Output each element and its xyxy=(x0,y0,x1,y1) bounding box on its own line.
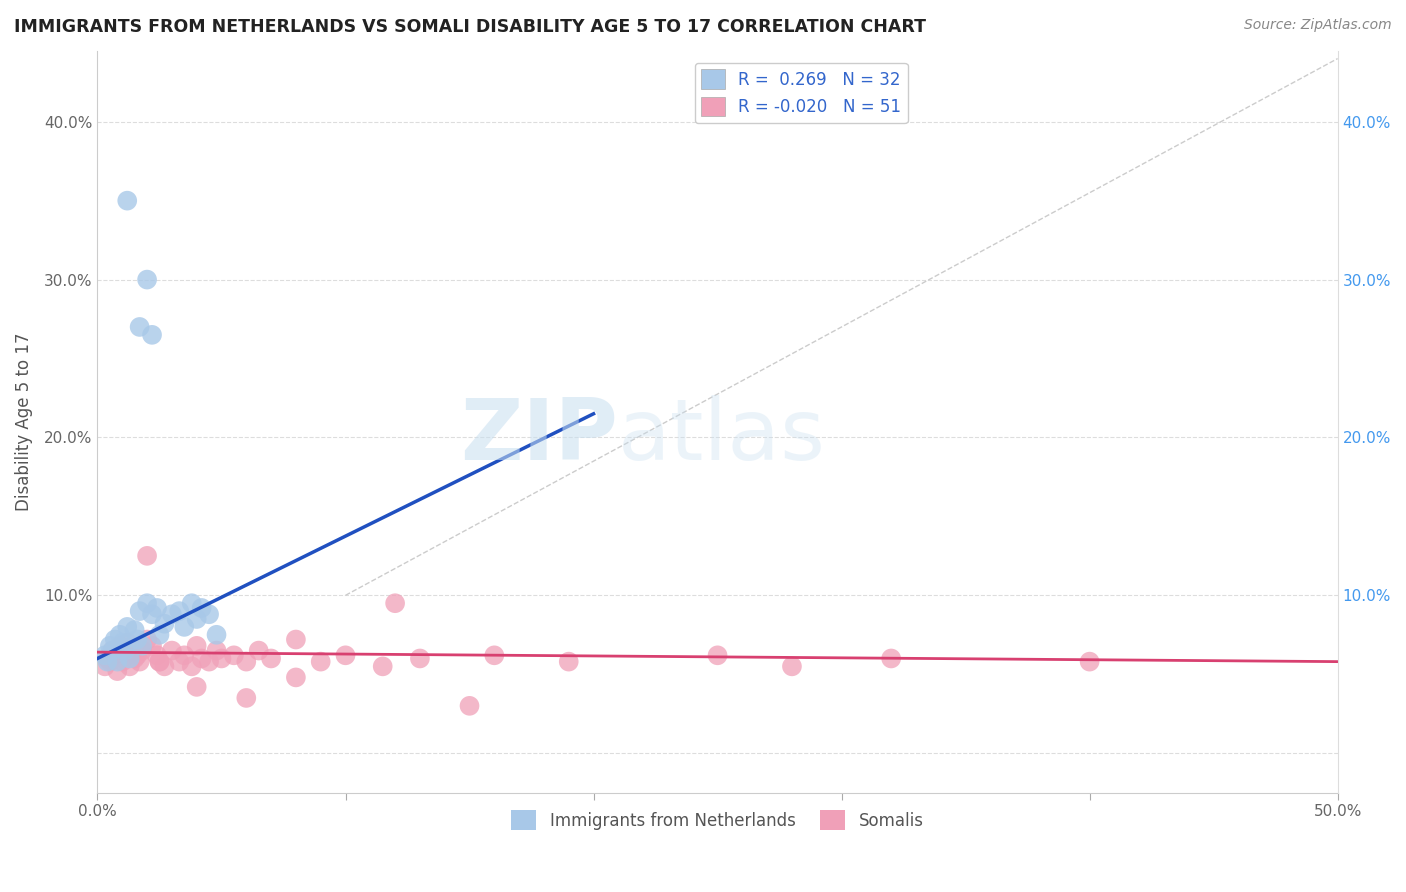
Point xyxy=(104,648,127,663)
Point xyxy=(124,623,146,637)
Point xyxy=(94,659,117,673)
Point xyxy=(706,648,728,663)
Point xyxy=(98,655,121,669)
Point xyxy=(173,648,195,663)
Point xyxy=(1078,655,1101,669)
Point xyxy=(284,632,307,647)
Point xyxy=(136,596,159,610)
Point xyxy=(118,651,141,665)
Point xyxy=(205,643,228,657)
Point xyxy=(148,655,170,669)
Point xyxy=(780,659,803,673)
Point xyxy=(115,635,138,649)
Point xyxy=(146,601,169,615)
Point xyxy=(235,690,257,705)
Point xyxy=(136,549,159,563)
Point xyxy=(104,632,127,647)
Point xyxy=(127,632,149,647)
Point xyxy=(160,643,183,657)
Point xyxy=(114,643,136,657)
Point xyxy=(371,659,394,673)
Point xyxy=(136,632,159,647)
Point xyxy=(128,604,150,618)
Point xyxy=(148,628,170,642)
Point xyxy=(169,655,191,669)
Point xyxy=(160,607,183,622)
Point xyxy=(108,639,131,653)
Point xyxy=(118,659,141,673)
Text: atlas: atlas xyxy=(619,395,827,478)
Point xyxy=(880,651,903,665)
Point xyxy=(136,272,159,286)
Point xyxy=(101,643,124,657)
Legend: Immigrants from Netherlands, Somalis: Immigrants from Netherlands, Somalis xyxy=(505,804,931,837)
Point xyxy=(211,651,233,665)
Point xyxy=(198,607,221,622)
Point xyxy=(384,596,406,610)
Point xyxy=(153,659,176,673)
Point xyxy=(111,655,134,669)
Point xyxy=(173,620,195,634)
Point xyxy=(222,648,245,663)
Point xyxy=(98,639,121,653)
Point xyxy=(169,604,191,618)
Point xyxy=(131,639,153,653)
Point xyxy=(141,639,163,653)
Point xyxy=(115,194,138,208)
Point xyxy=(484,648,506,663)
Point xyxy=(146,648,169,663)
Point xyxy=(205,628,228,642)
Point xyxy=(105,655,128,669)
Point xyxy=(141,327,163,342)
Text: IMMIGRANTS FROM NETHERLANDS VS SOMALI DISABILITY AGE 5 TO 17 CORRELATION CHART: IMMIGRANTS FROM NETHERLANDS VS SOMALI DI… xyxy=(14,18,927,36)
Point xyxy=(186,680,208,694)
Point xyxy=(115,620,138,634)
Y-axis label: Disability Age 5 to 17: Disability Age 5 to 17 xyxy=(15,333,32,511)
Point xyxy=(131,643,153,657)
Point xyxy=(180,596,202,610)
Point xyxy=(186,639,208,653)
Point xyxy=(127,648,149,663)
Point xyxy=(186,612,208,626)
Point xyxy=(96,655,118,669)
Point xyxy=(114,643,136,657)
Point xyxy=(153,616,176,631)
Point xyxy=(96,651,118,665)
Point xyxy=(94,648,117,663)
Point xyxy=(260,651,283,665)
Point xyxy=(284,670,307,684)
Point xyxy=(128,655,150,669)
Point xyxy=(335,648,357,663)
Point xyxy=(180,659,202,673)
Point xyxy=(558,655,581,669)
Point xyxy=(409,651,432,665)
Point xyxy=(190,651,212,665)
Point xyxy=(128,320,150,334)
Point xyxy=(105,664,128,678)
Point xyxy=(235,655,257,669)
Point xyxy=(141,607,163,622)
Point xyxy=(108,628,131,642)
Point xyxy=(190,601,212,615)
Point xyxy=(148,655,170,669)
Point xyxy=(101,643,124,657)
Point xyxy=(247,643,270,657)
Text: ZIP: ZIP xyxy=(461,395,619,478)
Text: Source: ZipAtlas.com: Source: ZipAtlas.com xyxy=(1244,18,1392,32)
Point xyxy=(309,655,332,669)
Point xyxy=(198,655,221,669)
Point xyxy=(124,651,146,665)
Point xyxy=(111,635,134,649)
Point xyxy=(458,698,481,713)
